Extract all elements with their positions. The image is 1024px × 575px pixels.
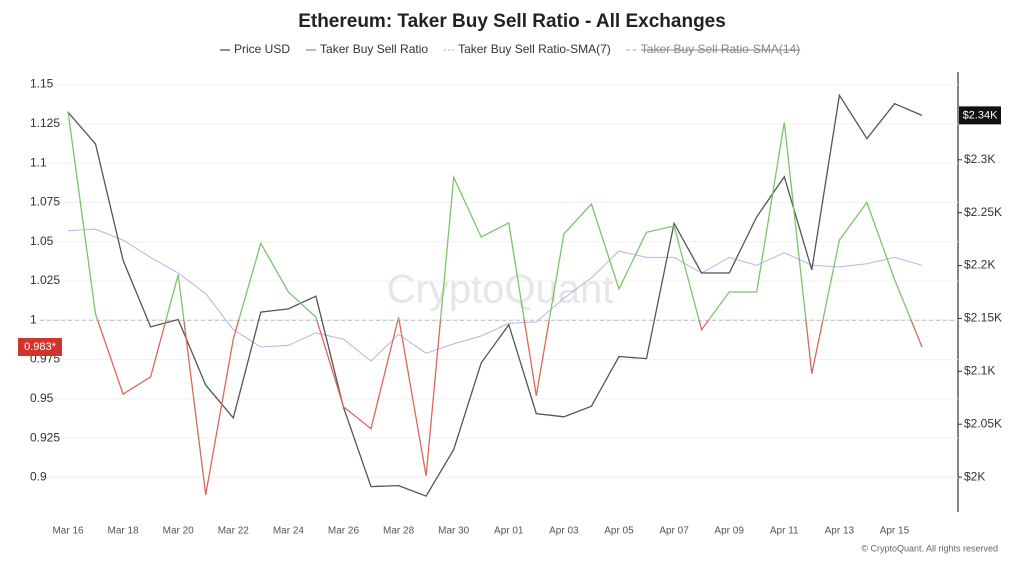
y-tick-label: 1.1 [30,155,47,169]
last-price-tag [959,106,1001,125]
y-tick-label: 0.9 [30,470,47,484]
y2-tick-label: $2.15K [964,311,1002,325]
y-tick-label: 1.15 [30,77,54,91]
x-tick-label: Mar 18 [108,526,140,537]
x-tick-label: Mar 28 [383,526,415,537]
last-ratio-tag [18,338,62,356]
last-price-label: $2.34K [963,109,999,121]
y-tick-label: 1.125 [30,116,60,130]
y2-tick-label: $2.1K [964,363,995,377]
y-tick-label: 1.05 [30,234,54,248]
y2-tick-label: $2.2K [964,258,995,272]
x-tick-label: Apr 13 [825,526,855,537]
legend-label[interactable]: Taker Buy Sell Ratio [320,42,428,56]
x-tick-label: Apr 15 [880,526,910,537]
y2-tick-label: $2.3K [964,152,995,166]
x-tick-label: Apr 01 [494,526,524,537]
y-tick-label: 0.95 [30,391,54,405]
x-tick-label: Mar 24 [273,526,305,537]
y-tick-label: 0.925 [30,430,60,444]
x-tick-label: Mar 22 [218,526,250,537]
x-tick-label: Apr 03 [549,526,579,537]
y-tick-label: 1.025 [30,273,60,287]
watermark: CryptoQuant [387,268,614,312]
x-tick-label: Mar 30 [438,526,470,537]
x-tick-label: Apr 09 [714,526,744,537]
footer: © CryptoQuant. All rights reserved [861,543,998,553]
chart-title: Ethereum: Taker Buy Sell Ratio - All Exc… [298,11,726,32]
series-line [67,228,923,362]
legend-label[interactable]: Taker Buy Sell Ratio-SMA(7) [458,42,611,56]
y2-tick-label: $2K [964,469,985,483]
y2-tick-label: $2.05K [964,416,1002,430]
last-ratio-label: 0.983* [24,341,57,353]
x-tick-label: Apr 07 [659,526,689,537]
y-tick-label: 1 [30,312,37,326]
series-line [67,93,923,497]
legend-label[interactable]: Price USD [234,42,290,56]
y-tick-label: 1.075 [30,195,60,209]
x-tick-label: Mar 16 [52,526,84,537]
x-tick-label: Apr 05 [604,526,634,537]
x-tick-label: Mar 26 [328,526,360,537]
x-tick-label: Apr 11 [770,526,799,537]
y2-tick-label: $2.25K [964,205,1002,219]
series-line [67,111,923,495]
x-tick-label: Mar 20 [163,526,195,537]
legend-label[interactable]: Taker Buy Sell Ratio-SMA(14) [641,42,800,56]
